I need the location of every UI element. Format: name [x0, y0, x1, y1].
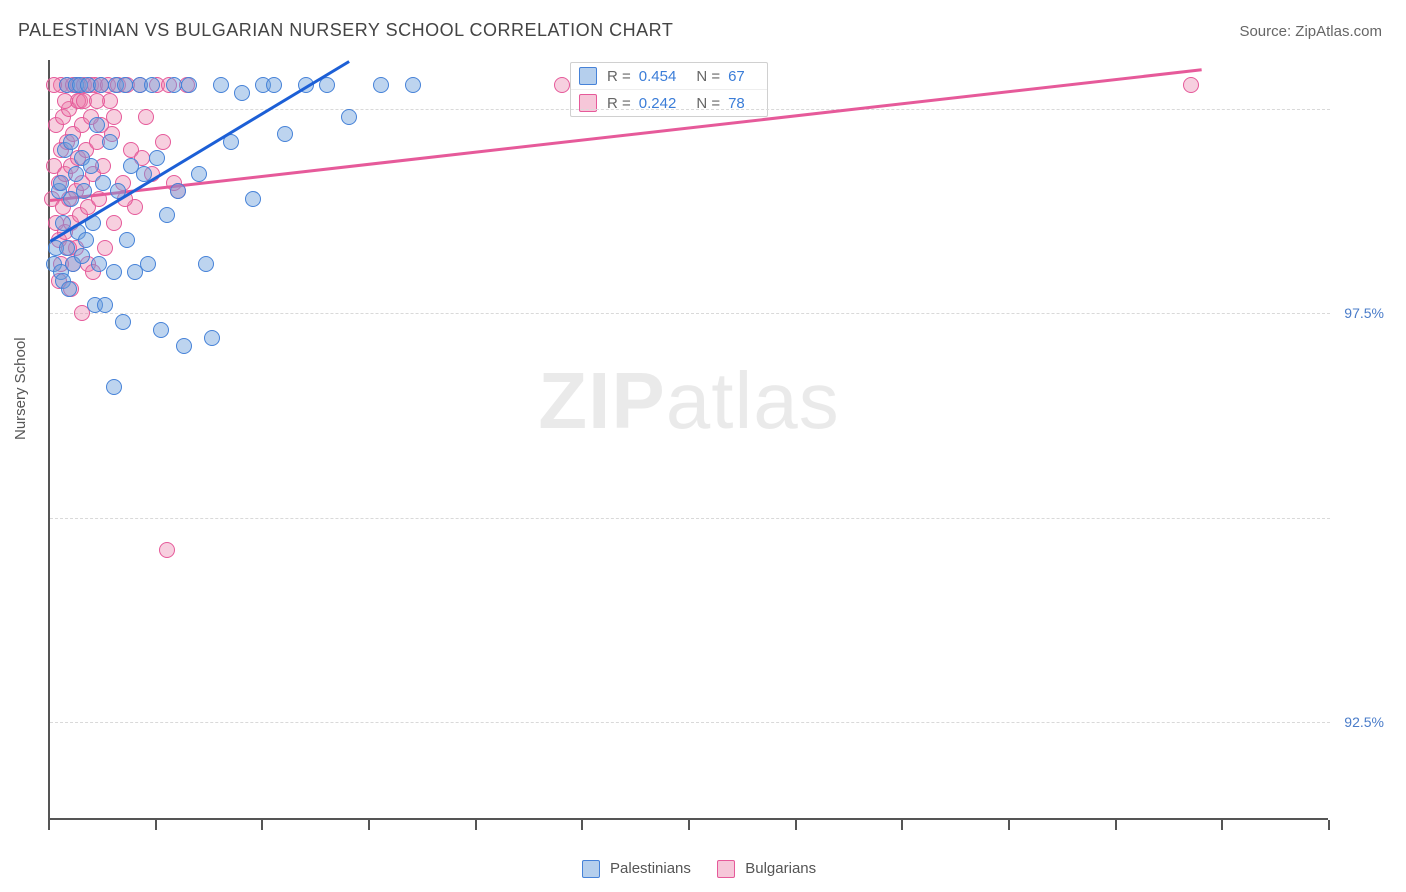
x-tick	[1328, 820, 1330, 830]
x-tick	[1221, 820, 1223, 830]
scatter-point-palestinians	[277, 126, 293, 142]
scatter-point-palestinians	[59, 240, 75, 256]
scatter-point-palestinians	[78, 232, 94, 248]
legend-label: Bulgarians	[745, 860, 816, 877]
scatter-point-palestinians	[93, 77, 109, 93]
chart-title: PALESTINIAN VS BULGARIAN NURSERY SCHOOL …	[18, 20, 673, 41]
scatter-point-palestinians	[144, 77, 160, 93]
scatter-point-bulgarians	[159, 542, 175, 558]
scatter-point-palestinians	[166, 77, 182, 93]
legend-swatch-blue	[579, 67, 597, 85]
scatter-point-palestinians	[149, 150, 165, 166]
x-tick	[368, 820, 370, 830]
scatter-point-palestinians	[405, 77, 421, 93]
legend-label: Palestinians	[610, 860, 691, 877]
plot-area: ZIPatlas R = 0.454 N = 67 R = 0.242 N = …	[48, 60, 1328, 820]
n-label: N =	[696, 68, 720, 85]
scatter-point-bulgarians	[89, 93, 105, 109]
scatter-point-palestinians	[117, 77, 133, 93]
chart-container: Nursery School ZIPatlas R = 0.454 N = 67…	[48, 60, 1368, 840]
scatter-point-palestinians	[234, 85, 250, 101]
series-legend: Palestinians Bulgarians	[48, 860, 1328, 878]
x-tick	[1115, 820, 1117, 830]
scatter-point-palestinians	[106, 379, 122, 395]
scatter-point-palestinians	[95, 175, 111, 191]
scatter-point-palestinians	[63, 134, 79, 150]
x-tick	[581, 820, 583, 830]
scatter-point-palestinians	[373, 77, 389, 93]
x-tick	[901, 820, 903, 830]
watermark: ZIPatlas	[538, 355, 839, 447]
scatter-point-bulgarians	[1183, 77, 1199, 93]
scatter-point-palestinians	[181, 77, 197, 93]
scatter-point-palestinians	[91, 256, 107, 272]
scatter-point-palestinians	[245, 191, 261, 207]
gridline-h	[50, 313, 1330, 314]
source-label: Source: ZipAtlas.com	[1239, 23, 1382, 40]
legend-swatch-pink	[717, 860, 735, 878]
x-tick	[688, 820, 690, 830]
scatter-point-palestinians	[61, 281, 77, 297]
gridline-h	[50, 109, 1330, 110]
gridline-h	[50, 722, 1330, 723]
scatter-point-palestinians	[68, 166, 84, 182]
header: PALESTINIAN VS BULGARIAN NURSERY SCHOOL …	[0, 0, 1406, 51]
scatter-point-palestinians	[83, 158, 99, 174]
scatter-point-palestinians	[74, 248, 90, 264]
x-tick	[48, 820, 50, 830]
stats-legend-row: R = 0.242 N = 78	[571, 90, 767, 116]
scatter-point-bulgarians	[138, 109, 154, 125]
scatter-point-palestinians	[89, 117, 105, 133]
x-tick	[155, 820, 157, 830]
scatter-point-palestinians	[53, 175, 69, 191]
scatter-point-palestinians	[159, 207, 175, 223]
scatter-point-palestinians	[341, 109, 357, 125]
scatter-point-bulgarians	[57, 93, 73, 109]
n-value: 67	[728, 68, 745, 85]
x-tick	[795, 820, 797, 830]
scatter-point-palestinians	[102, 134, 118, 150]
stats-legend-row: R = 0.454 N = 67	[571, 63, 767, 90]
scatter-point-palestinians	[119, 232, 135, 248]
scatter-point-palestinians	[153, 322, 169, 338]
scatter-point-palestinians	[97, 297, 113, 313]
scatter-point-bulgarians	[106, 215, 122, 231]
scatter-point-palestinians	[76, 183, 92, 199]
scatter-point-palestinians	[170, 183, 186, 199]
scatter-point-palestinians	[176, 338, 192, 354]
y-tick-label: 92.5%	[1334, 714, 1384, 730]
scatter-point-palestinians	[213, 77, 229, 93]
y-axis-label: Nursery School	[12, 337, 29, 440]
gridline-h	[50, 518, 1330, 519]
legend-swatch-blue	[582, 860, 600, 878]
scatter-point-bulgarians	[155, 134, 171, 150]
scatter-point-palestinians	[198, 256, 214, 272]
scatter-point-bulgarians	[97, 240, 113, 256]
x-tick	[475, 820, 477, 830]
scatter-point-palestinians	[115, 314, 131, 330]
x-tick	[261, 820, 263, 830]
y-tick-label: 97.5%	[1334, 305, 1384, 321]
x-tick	[1008, 820, 1010, 830]
scatter-point-palestinians	[140, 256, 156, 272]
scatter-point-palestinians	[191, 166, 207, 182]
r-label: R =	[607, 68, 631, 85]
scatter-point-bulgarians	[554, 77, 570, 93]
r-value: 0.454	[639, 68, 677, 85]
scatter-point-palestinians	[106, 264, 122, 280]
scatter-point-palestinians	[266, 77, 282, 93]
scatter-point-palestinians	[204, 330, 220, 346]
